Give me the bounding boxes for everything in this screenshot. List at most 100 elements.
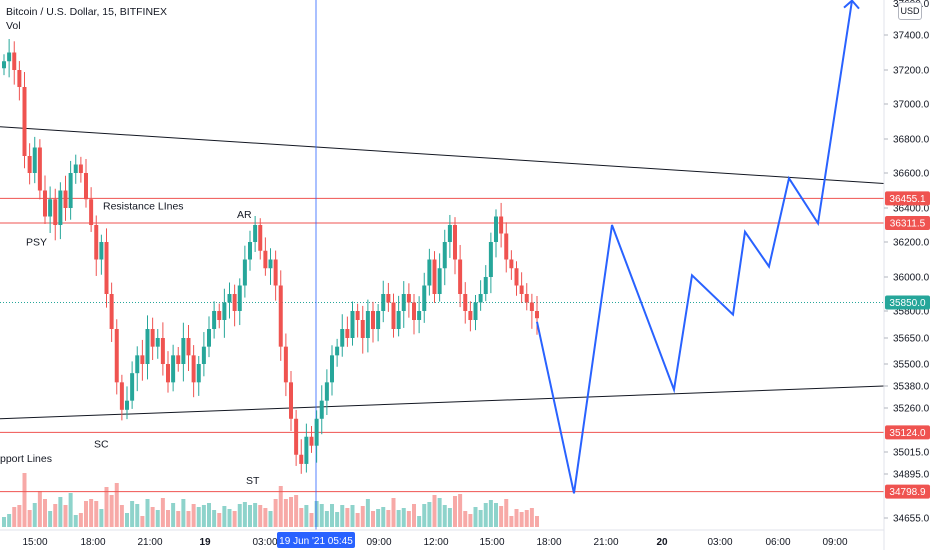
- candle-body: [135, 355, 140, 374]
- candle-body: [176, 355, 181, 364]
- volume-bar: [319, 504, 324, 527]
- candle-body: [7, 52, 12, 62]
- candle-body: [253, 225, 258, 242]
- volume-bar: [406, 511, 411, 527]
- time-tick-label: 12:00: [423, 537, 448, 548]
- price-tick-label: 34895.0: [893, 470, 930, 481]
- volume-bar: [294, 495, 299, 527]
- candle-body: [68, 173, 73, 208]
- candle-body: [299, 454, 304, 464]
- currency-badge[interactable]: USD: [898, 2, 922, 20]
- annotation-label: Resistance LInes: [103, 201, 184, 213]
- candle-body: [524, 294, 529, 303]
- price-tick-label: 35380.0: [893, 382, 930, 393]
- candle-body: [171, 355, 176, 383]
- candle-body: [360, 320, 365, 338]
- volume-bar: [37, 491, 42, 527]
- volume-bar: [458, 494, 463, 527]
- volume-bar: [109, 495, 114, 527]
- candle-body: [181, 338, 186, 364]
- candle-body: [478, 294, 483, 303]
- volume-bar: [48, 511, 53, 527]
- price-tick-label: 36400.0: [893, 204, 930, 215]
- volume-bar: [488, 500, 493, 527]
- price-axis[interactable]: 37600.037400.037200.037000.036800.036600…: [883, 0, 930, 550]
- candle-body: [248, 242, 252, 260]
- last-price-badge: [885, 295, 930, 310]
- price-level-badge: [885, 216, 930, 231]
- candle-body: [294, 418, 299, 455]
- candle-body: [27, 156, 32, 173]
- candle-body: [381, 294, 386, 311]
- candle-body: [94, 225, 99, 260]
- candle-body: [166, 364, 170, 383]
- time-tick-label: 20: [656, 537, 668, 548]
- candle-body: [304, 436, 309, 464]
- candle-body: [125, 400, 129, 410]
- candle-body: [427, 259, 432, 286]
- volume-bar: [453, 496, 457, 527]
- candle-body: [263, 250, 268, 269]
- volume-bar: [324, 511, 329, 527]
- crosshair-time-badge-bg: [277, 532, 355, 548]
- time-tick-label: 18:00: [536, 537, 561, 548]
- time-axis[interactable]: 15:00 18:00 21:00 19 03:00 06:00 09:00 12:00 15:…: [0, 529, 884, 548]
- candle-body: [78, 164, 83, 173]
- candle-body: [437, 268, 442, 294]
- volume-bar: [171, 503, 176, 527]
- volume-bar: [196, 507, 201, 527]
- annotation-label: PSY: [26, 237, 47, 249]
- volume-bar: [391, 498, 396, 527]
- price-tick-label: 37200.0: [893, 66, 930, 77]
- time-tick-label: 03:00: [707, 537, 732, 548]
- volume-bar: [268, 511, 273, 527]
- volume-bar: [478, 510, 483, 527]
- volume-bar: [2, 517, 6, 527]
- volume-bar: [427, 502, 432, 527]
- time-tick-label: 03:00: [252, 537, 277, 548]
- candle-body: [365, 311, 370, 338]
- candle-body: [186, 338, 191, 356]
- candle-body: [2, 61, 6, 69]
- candle-body: [130, 373, 135, 401]
- candle-body: [519, 285, 524, 294]
- price-tick-label: 36000.0: [893, 273, 930, 284]
- volume-bar: [468, 514, 473, 527]
- volume-bar: [181, 499, 186, 527]
- candle-body: [283, 346, 288, 383]
- annotations: Resistance LInes PSY AR SC pport Lines ST: [0, 201, 260, 487]
- price-tick-label: 36800.0: [893, 135, 930, 146]
- volume-bar: [12, 507, 17, 527]
- candle-body: [140, 355, 145, 364]
- volume-bar: [412, 504, 416, 527]
- candle-body: [53, 199, 58, 225]
- price-level-badge: [885, 484, 930, 499]
- volume-bar: [422, 504, 427, 527]
- volume-bar: [68, 493, 73, 527]
- candle-body: [273, 259, 278, 286]
- volume-bar: [22, 473, 27, 527]
- volume-bar: [237, 504, 242, 527]
- candle-body: [201, 346, 206, 364]
- volume-bar: [529, 508, 534, 527]
- candle-body: [278, 285, 283, 347]
- time-tick-label: 15:00: [22, 537, 47, 548]
- volume-bar: [104, 487, 109, 527]
- volume-bar: [309, 513, 314, 527]
- annotation-label: AR: [237, 209, 252, 221]
- volume-bar: [330, 504, 334, 527]
- candle-body: [258, 225, 263, 251]
- volume-bar: [84, 501, 88, 527]
- candle-body: [324, 382, 329, 401]
- volume-bar: [53, 504, 58, 527]
- candle-body: [488, 242, 493, 277]
- time-tick-label: 09:00: [822, 537, 847, 548]
- volume-bar: [283, 499, 288, 527]
- volume-bar: [201, 505, 206, 527]
- volume-bar: [494, 503, 498, 527]
- price-levels: [0, 197, 884, 493]
- candle-body: [371, 311, 375, 329]
- volume-bar: [114, 483, 119, 527]
- candle-body: [386, 294, 391, 303]
